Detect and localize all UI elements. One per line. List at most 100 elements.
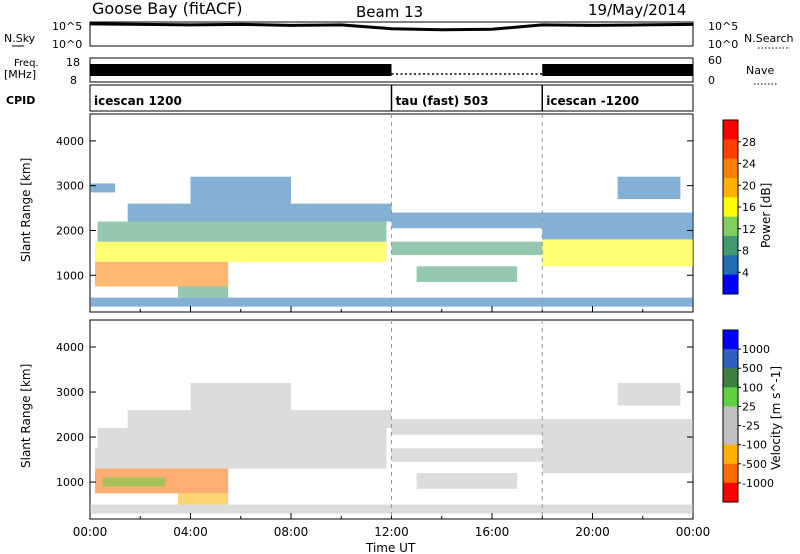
power-ytick-label: 4000: [56, 135, 84, 148]
velocity-echo-band: [97, 428, 387, 449]
velocity-colorbar-cell: [723, 406, 738, 427]
power-colorbar-label: Power [dB]: [759, 183, 773, 248]
freq-left-tick-high: 18: [66, 56, 80, 69]
velocity-colorbar-cell: [723, 368, 738, 388]
cpid-label: CPID: [6, 94, 35, 107]
station-title: Goose Bay (fitACF): [92, 0, 242, 18]
noise-left-tick-high: 10^5: [52, 20, 82, 33]
velocity-ytick-label: 1000: [56, 476, 84, 489]
power-colorbar-cell: [723, 236, 738, 256]
power-echo-band: [95, 241, 387, 262]
power-colorbar-cell: [723, 274, 738, 295]
power-colorbar-cell: [723, 216, 738, 237]
date-title: 19/May/2014: [588, 1, 686, 19]
velocity-colorbar-label: -25: [742, 420, 760, 433]
velocity-ylabel: Slant Range [km]: [19, 364, 33, 468]
power-ytick-label: 2000: [56, 224, 84, 237]
power-colorbar-cell: [723, 158, 738, 179]
power-colorbar-cell: [723, 178, 738, 198]
velocity-colorbar-label: -100: [742, 439, 767, 452]
velocity-colorbar-cell: [723, 387, 738, 407]
noise-left-label: N.Sky: [4, 32, 36, 45]
velocity-colorbar-cell: [723, 349, 738, 369]
velocity-colorbar-cell: [723, 482, 738, 503]
freq-left-label-2: [MHz]: [4, 68, 36, 81]
xaxis-label: Time UT: [365, 541, 416, 554]
power-echo-band: [90, 297, 693, 307]
frequency-segment: [90, 64, 392, 76]
power-echo-band: [127, 203, 392, 222]
velocity-echo-band: [95, 448, 387, 469]
velocity-echo-band: [416, 473, 518, 489]
noise-right-label: N.Search: [744, 32, 794, 45]
frequency-segment: [542, 64, 693, 76]
freq-right-tick-low: 0: [708, 74, 715, 87]
noise-frame: [89, 21, 694, 47]
noise-right-tick-high: 10^5: [708, 20, 738, 33]
velocity-ytick-label: 4000: [56, 341, 84, 354]
velocity-ytick-label: 2000: [56, 431, 84, 444]
chart-marks: icescan 1200 tau (fast) 503 icescan -1200 1…: [56, 22, 774, 539]
xtick-label: 08:00: [274, 525, 309, 539]
freq-left-tick-low: 8: [70, 74, 77, 87]
freq-right-label: Nave: [746, 64, 774, 77]
xtick-label: 00:00: [73, 525, 108, 539]
cpid-mode-label: icescan 1200: [94, 94, 182, 108]
power-colorbar-label: 8: [742, 245, 749, 258]
power-echo-band: [391, 241, 543, 256]
power-echo-band: [97, 221, 387, 242]
noise-right-tick-low: 10^0: [708, 38, 738, 51]
beam-title: Beam 13: [356, 3, 423, 21]
power-echo-band: [542, 239, 693, 267]
power-ylabel: Slant Range [km]: [19, 158, 33, 262]
cpid-mode-label: tau (fast) 503: [396, 94, 489, 108]
xtick-label: 04:00: [173, 525, 208, 539]
power-echo-band: [95, 261, 229, 287]
power-colorbar-label: 28: [742, 136, 756, 149]
xtick-label: 16:00: [475, 525, 510, 539]
power-echo-band: [391, 212, 543, 229]
noise-left-tick-low: 10^0: [52, 38, 82, 51]
velocity-colorbar-label: -1000: [742, 477, 774, 490]
power-colorbar-label: 12: [742, 223, 756, 236]
velocity-echo-band: [90, 504, 693, 514]
xtick-label: 00:00: [676, 525, 711, 539]
power-echo-band: [190, 176, 291, 204]
power-echo-band: [177, 286, 229, 298]
velocity-echo-band: [391, 448, 543, 462]
velocity-echo-band: [127, 410, 392, 429]
velocity-colorbar-label: Velocity [m s^-1]: [769, 366, 783, 470]
velocity-colorbar-label: 1000: [742, 343, 770, 356]
velocity-echo-band: [102, 477, 166, 487]
velocity-echo-band: [391, 419, 543, 435]
velocity-ytick-label: 3000: [56, 386, 84, 399]
velocity-colorbar-label: 100: [742, 381, 763, 394]
velocity-colorbar-label: 500: [742, 362, 763, 375]
velocity-colorbar-cell: [723, 330, 738, 350]
cpid-mode-label: icescan -1200: [546, 94, 639, 108]
velocity-echo-band: [190, 383, 291, 411]
power-colorbar-label: 16: [742, 201, 756, 214]
velocity-echo-band: [542, 419, 693, 447]
power-colorbar-cell: [723, 255, 738, 276]
noise-sky-line: [89, 22, 694, 32]
xtick-label: 20:00: [575, 525, 610, 539]
power-colorbar-label: 4: [742, 266, 749, 279]
velocity-colorbar-cell: [723, 425, 738, 446]
xtick-label: 12:00: [374, 525, 409, 539]
velocity-colorbar-cell: [723, 463, 738, 484]
velocity-colorbar-frame: [722, 329, 739, 503]
power-ytick-label: 3000: [56, 180, 84, 193]
velocity-colorbar-label: -500: [742, 458, 767, 471]
power-echo-band: [617, 176, 681, 200]
velocity-echo-band: [542, 446, 693, 474]
velocity-echo-band: [177, 493, 229, 505]
power-colorbar-label: 24: [742, 158, 756, 171]
power-ytick-label: 1000: [56, 269, 84, 282]
velocity-colorbar-label: 25: [742, 400, 756, 413]
freq-left-label-1: Freq.: [14, 58, 39, 69]
power-colorbar-cell: [723, 197, 738, 218]
velocity-echo-band: [617, 383, 681, 406]
power-echo-band: [542, 212, 693, 240]
